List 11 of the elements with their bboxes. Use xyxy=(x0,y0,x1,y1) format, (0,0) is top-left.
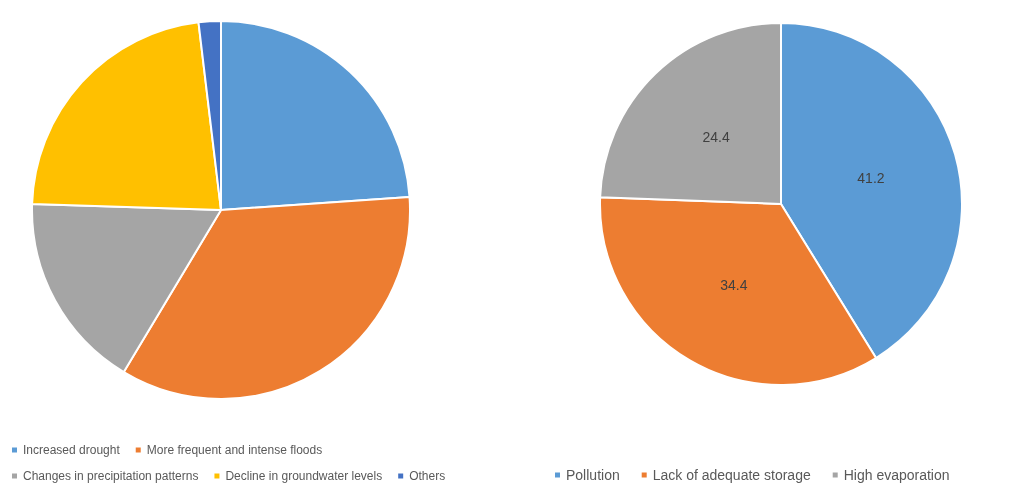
data-label: 34.4 xyxy=(720,276,748,293)
legend-label: Decline in groundwater levels xyxy=(225,469,383,483)
legend-label: Increased drought xyxy=(23,443,121,457)
legend-label: High evaporation xyxy=(843,467,950,483)
legend-label: Changes in precipitation patterns xyxy=(23,469,199,483)
legend-label: Lack of adequate storage xyxy=(652,467,811,483)
legend-label: More frequent and intense floods xyxy=(146,443,323,457)
legend-label: Pollution xyxy=(566,467,620,483)
data-label: 24.4 xyxy=(702,128,730,145)
legend-label: Others xyxy=(409,469,446,483)
data-label: 41.2 xyxy=(857,170,885,187)
